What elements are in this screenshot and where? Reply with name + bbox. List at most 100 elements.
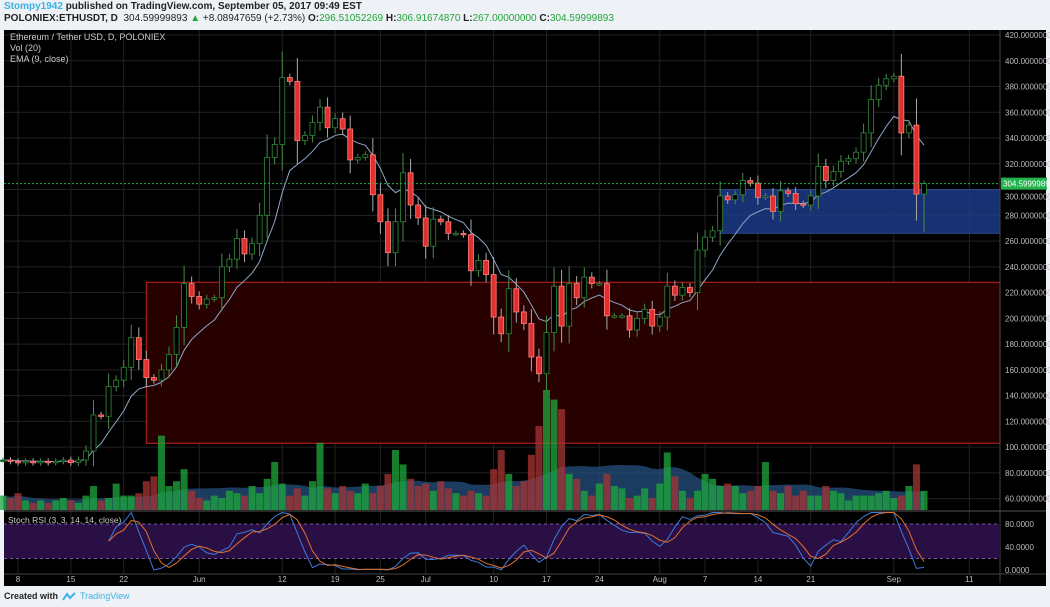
candle-body: [181, 283, 188, 328]
volume-bar: [897, 495, 905, 510]
ema-indicator-label[interactable]: EMA (9, close): [10, 54, 69, 64]
candle: [445, 215, 452, 240]
volume-bar: [14, 493, 22, 510]
tradingview-brand-link[interactable]: TradingView: [80, 591, 130, 601]
candle-body: [271, 144, 278, 158]
candle: [626, 308, 633, 338]
last-price: 304.59999893: [123, 13, 188, 24]
candle: [324, 97, 331, 138]
candle-body: [838, 160, 844, 172]
date-tick-label: 8: [16, 575, 21, 584]
volume-bar: [663, 452, 671, 510]
low-label: L:: [463, 13, 473, 24]
candle-body: [83, 450, 89, 461]
volume-bar: [165, 486, 173, 510]
volume-bar: [482, 495, 490, 510]
volume-bar: [82, 495, 90, 510]
volume-bar: [739, 493, 747, 510]
candle-body: [868, 99, 875, 134]
date-tick-label: 14: [753, 575, 762, 584]
volume-indicator-label[interactable]: Vol (20): [10, 43, 42, 53]
candle: [422, 205, 429, 259]
price-tick-label: 320.00000000: [1005, 160, 1050, 169]
candle: [724, 192, 731, 204]
candle: [679, 282, 686, 301]
candle-body: [890, 75, 897, 80]
stoch-d-line: [108, 512, 925, 571]
candle-body: [528, 323, 535, 358]
volume-bar: [882, 490, 890, 510]
volume-bar: [180, 469, 188, 510]
date-tick-label: 22: [119, 575, 128, 584]
date-tick-label: 24: [595, 575, 604, 584]
volume-bar: [459, 495, 467, 510]
candle-body: [717, 195, 724, 232]
high-label: H:: [385, 13, 397, 24]
candle-body: [634, 317, 640, 331]
candle: [279, 51, 286, 171]
volume-bar: [203, 500, 211, 510]
candle: [581, 267, 588, 308]
candle-body: [702, 236, 708, 251]
volume-bar: [331, 493, 339, 510]
volume-bar: [565, 474, 573, 510]
candle-body: [543, 332, 550, 375]
candle-body: [641, 308, 648, 319]
price-tick-label: 260.00000000: [1005, 237, 1050, 246]
candle: [520, 305, 527, 331]
price-tick-label: 100.00000000: [1005, 443, 1050, 452]
candle: [694, 232, 701, 311]
volume-bar: [716, 486, 724, 510]
candle: [588, 272, 595, 289]
candle-body: [830, 171, 837, 181]
volume-bar: [263, 478, 271, 510]
candle-body: [241, 238, 248, 255]
price-tick-label: 420.00000000: [1005, 31, 1050, 40]
volume-bar: [452, 493, 460, 510]
volume-bar: [248, 486, 256, 510]
candle: [286, 73, 293, 86]
candle: [619, 313, 625, 319]
volume-ma-area: [2, 465, 924, 510]
candle: [211, 294, 218, 303]
candle-body: [301, 135, 308, 142]
candle-body: [860, 132, 867, 153]
candle-body: [400, 172, 406, 223]
volume-bar: [339, 486, 347, 510]
volume-bar: [641, 488, 649, 510]
candle: [218, 253, 225, 312]
price-tick-label: 160.00000000: [1005, 366, 1050, 375]
publish-info: Stompy1942 published on TradingView.com,…: [4, 1, 362, 12]
candle: [777, 181, 784, 222]
volume-bar: [467, 490, 475, 510]
stoch-rsi-label[interactable]: Stoch RSI (3, 3, 14, 14, close): [8, 515, 122, 525]
volume-bar: [142, 481, 150, 510]
date-tick-label: Aug: [653, 575, 667, 584]
date-tick-label: Jun: [193, 575, 206, 584]
candle: [241, 230, 248, 262]
candle: [702, 230, 708, 258]
candle: [166, 346, 172, 378]
volume-bar: [633, 495, 641, 510]
candle-body: [392, 221, 399, 254]
series-title[interactable]: Ethereum / Tether USD, D, POLONIEX: [10, 32, 166, 42]
candle: [415, 197, 422, 225]
stoch-tick-label: 80.0000: [1005, 520, 1034, 529]
volume-bar: [709, 478, 717, 510]
footer: Created with TradingView: [4, 591, 130, 601]
candle-body: [437, 218, 444, 223]
candle-body: [747, 180, 754, 184]
candle: [906, 119, 912, 139]
candle: [173, 315, 180, 367]
candle-body: [120, 366, 127, 381]
author-link[interactable]: Stompy1942: [4, 1, 63, 12]
candle-body: [822, 165, 829, 181]
volume-bar: [195, 498, 203, 510]
candle: [75, 456, 82, 467]
candle-body: [792, 193, 799, 205]
tradingview-logo-icon: [62, 591, 76, 601]
volume-bar: [301, 495, 309, 510]
candle-body: [67, 459, 74, 464]
candle: [135, 327, 142, 370]
